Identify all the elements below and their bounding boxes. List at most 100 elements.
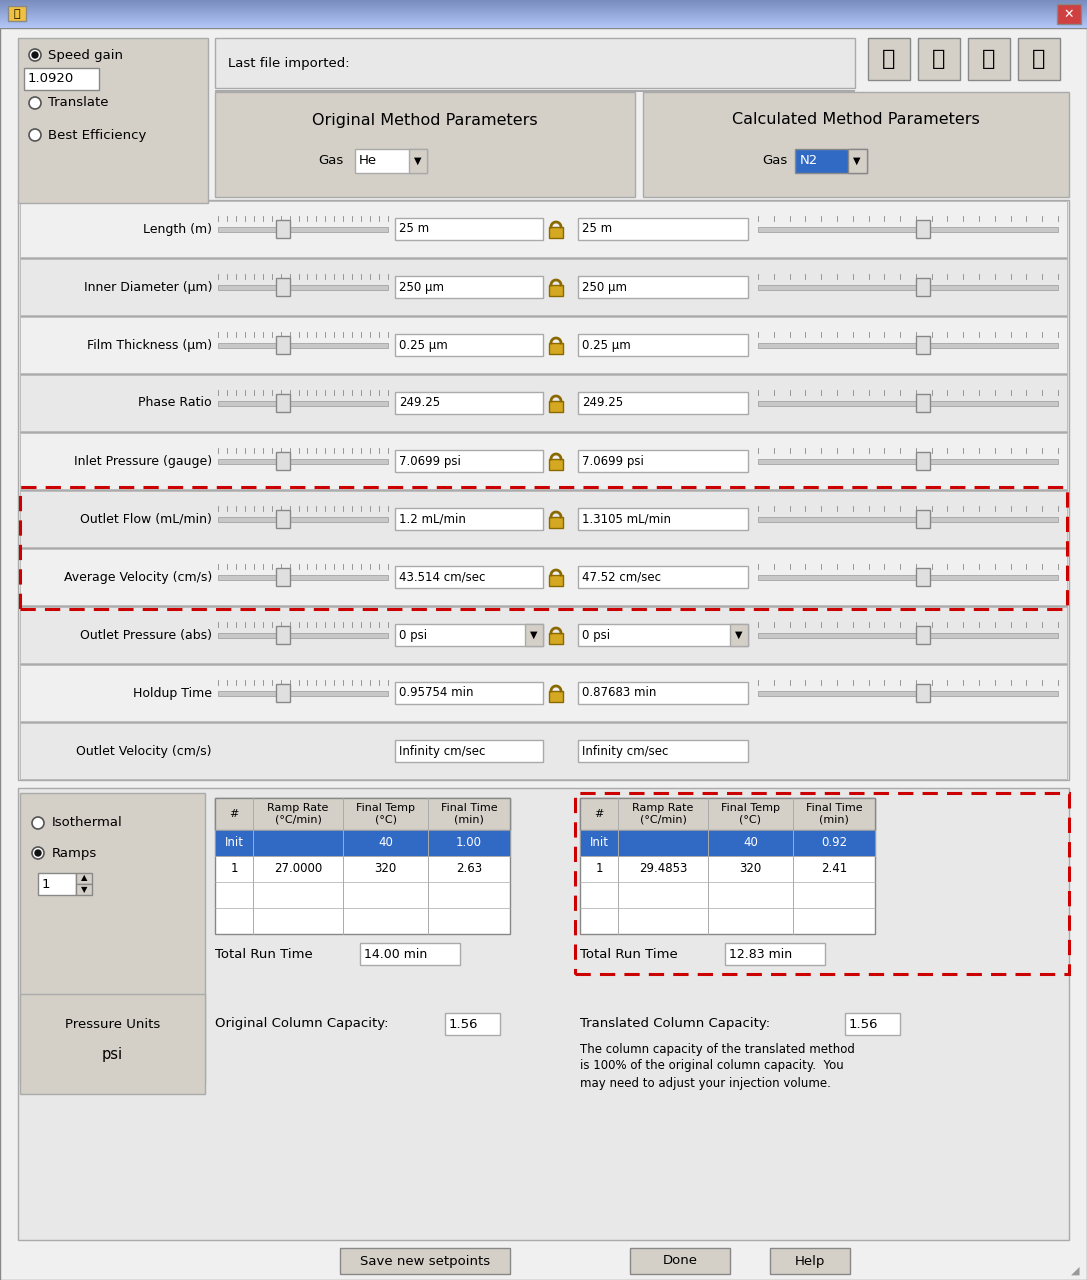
Text: Original Method Parameters: Original Method Parameters xyxy=(312,113,538,128)
Text: Original Column Capacity:: Original Column Capacity: xyxy=(215,1018,388,1030)
Bar xyxy=(578,334,748,356)
Text: Best Efficiency: Best Efficiency xyxy=(48,128,147,142)
Bar xyxy=(549,575,563,586)
Text: Infinity cm/sec: Infinity cm/sec xyxy=(399,745,486,758)
Bar xyxy=(919,38,960,79)
Bar xyxy=(795,148,867,173)
Text: 📂: 📂 xyxy=(983,49,996,69)
Bar xyxy=(38,873,76,895)
Bar xyxy=(218,285,388,291)
Text: ▼: ▼ xyxy=(80,886,87,895)
Bar xyxy=(395,740,544,762)
Text: Length (m): Length (m) xyxy=(143,223,212,236)
Text: Final Temp
(°C): Final Temp (°C) xyxy=(721,804,780,824)
Circle shape xyxy=(32,847,43,859)
Text: 0.95754 min: 0.95754 min xyxy=(399,686,474,699)
Bar xyxy=(758,227,1058,232)
Text: 0 psi: 0 psi xyxy=(582,628,610,641)
Bar xyxy=(395,508,544,530)
Text: 2.41: 2.41 xyxy=(821,863,847,876)
Text: 0 psi: 0 psi xyxy=(399,628,427,641)
Text: 249.25: 249.25 xyxy=(582,397,623,410)
Bar xyxy=(580,797,875,829)
Bar xyxy=(549,691,563,701)
Bar xyxy=(20,433,1067,489)
Bar xyxy=(20,995,205,1094)
Bar xyxy=(218,401,388,406)
Bar xyxy=(276,335,289,355)
Bar xyxy=(916,684,930,701)
Circle shape xyxy=(29,49,41,61)
Bar xyxy=(395,566,544,588)
Text: 🔍: 🔍 xyxy=(883,49,896,69)
Text: Holdup Time: Holdup Time xyxy=(133,686,212,699)
Text: Film Thickness (μm): Film Thickness (μm) xyxy=(87,338,212,352)
Text: Translate: Translate xyxy=(48,96,109,110)
Text: 0.25 μm: 0.25 μm xyxy=(399,338,448,352)
Text: 1.00: 1.00 xyxy=(457,837,482,850)
Bar xyxy=(18,788,1069,1240)
Bar xyxy=(215,797,510,934)
Bar xyxy=(18,200,1069,780)
Text: is 100% of the original column capacity.  You: is 100% of the original column capacity.… xyxy=(580,1060,844,1073)
Text: #: # xyxy=(229,809,239,819)
Bar xyxy=(218,460,388,463)
Text: Total Run Time: Total Run Time xyxy=(580,947,678,960)
Text: Final Time
(min): Final Time (min) xyxy=(805,804,862,824)
Text: Inlet Pressure (gauge): Inlet Pressure (gauge) xyxy=(74,454,212,467)
Bar xyxy=(20,549,1067,605)
Bar xyxy=(218,634,388,637)
Text: Outlet Velocity (cm/s): Outlet Velocity (cm/s) xyxy=(76,745,212,758)
Text: Average Velocity (cm/s): Average Velocity (cm/s) xyxy=(64,571,212,584)
Bar xyxy=(340,1248,510,1274)
Bar xyxy=(215,90,855,92)
Text: The column capacity of the translated method: The column capacity of the translated me… xyxy=(580,1042,854,1056)
Text: Ramps: Ramps xyxy=(52,846,97,859)
Text: psi: psi xyxy=(102,1047,123,1061)
Bar xyxy=(549,517,563,527)
Text: Pressure Units: Pressure Units xyxy=(65,1018,160,1030)
Bar xyxy=(20,375,1067,431)
Bar xyxy=(630,1248,730,1274)
Bar xyxy=(730,623,748,646)
Bar xyxy=(549,227,563,238)
Bar xyxy=(20,259,1067,315)
Text: 2.63: 2.63 xyxy=(455,863,482,876)
Bar xyxy=(916,278,930,296)
Bar xyxy=(916,509,930,527)
Bar xyxy=(916,335,930,355)
Bar xyxy=(758,517,1058,522)
Text: Inner Diameter (μm): Inner Diameter (μm) xyxy=(84,280,212,293)
Bar xyxy=(578,566,748,588)
Text: Final Time
(min): Final Time (min) xyxy=(440,804,498,824)
Bar xyxy=(1019,38,1060,79)
Bar xyxy=(758,460,1058,463)
Text: Init: Init xyxy=(589,837,609,850)
Text: Save new setpoints: Save new setpoints xyxy=(360,1254,490,1267)
Bar xyxy=(355,148,427,173)
Bar xyxy=(215,38,855,88)
Bar xyxy=(549,285,563,296)
Bar xyxy=(276,626,289,644)
Text: 250 μm: 250 μm xyxy=(399,280,443,293)
Bar xyxy=(578,451,748,472)
Text: 1.56: 1.56 xyxy=(449,1018,478,1030)
Circle shape xyxy=(32,52,38,58)
Text: Help: Help xyxy=(795,1254,825,1267)
Bar xyxy=(578,623,748,646)
Text: 12.83 min: 12.83 min xyxy=(729,947,792,960)
Bar xyxy=(549,401,563,412)
Text: Ramp Rate
(°C/min): Ramp Rate (°C/min) xyxy=(267,804,328,824)
Text: 🖨: 🖨 xyxy=(933,49,946,69)
Bar xyxy=(18,38,208,204)
Text: Gas: Gas xyxy=(762,154,787,166)
Text: ▼: ▼ xyxy=(853,156,861,166)
Bar xyxy=(276,684,289,701)
Bar xyxy=(395,623,544,646)
Bar xyxy=(76,884,92,895)
Text: Phase Ratio: Phase Ratio xyxy=(138,397,212,410)
Bar xyxy=(916,220,930,238)
Text: 7.0699 psi: 7.0699 psi xyxy=(582,454,644,467)
Text: ▲: ▲ xyxy=(80,873,87,882)
Text: Last file imported:: Last file imported: xyxy=(228,56,350,69)
